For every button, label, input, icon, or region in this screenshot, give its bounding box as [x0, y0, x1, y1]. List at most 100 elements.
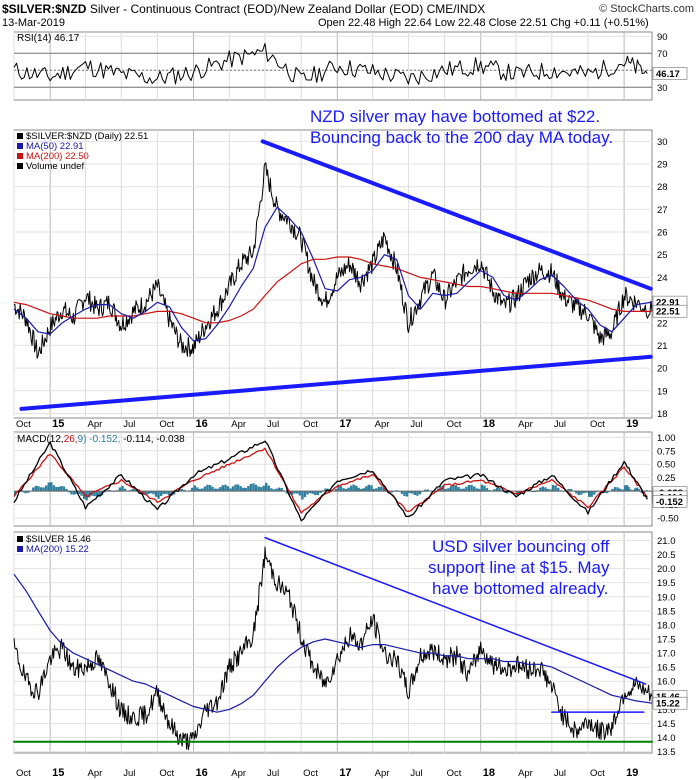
legend-swatch — [17, 143, 23, 149]
macd-histogram-bar — [442, 485, 445, 492]
chart-header-title: $SILVER:$NZD Silver - Continuous Contrac… — [2, 2, 485, 16]
macd-histogram-bar — [62, 486, 66, 492]
macd-histogram-bar — [172, 491, 176, 495]
x-tick-label: Oct — [159, 768, 174, 779]
macd-histogram-bar — [367, 484, 370, 492]
nzd-trendline — [19, 354, 653, 411]
macd-histogram-bar — [347, 487, 350, 492]
nzd-ma50-last: 22.91 — [656, 298, 680, 309]
macd-histogram-bar — [37, 486, 40, 492]
y-tick-label: 90 — [657, 32, 668, 43]
y-tick-label: 0.25 — [657, 473, 676, 484]
macd-histogram-bar — [590, 491, 593, 497]
macd-histogram-bar — [34, 485, 38, 492]
macd-histogram-bar — [316, 491, 320, 496]
macd-histogram-bar — [334, 488, 338, 491]
x-tick-label: 15 — [52, 767, 64, 779]
x-tick-label: 19 — [626, 767, 638, 779]
macd-histogram-bar — [45, 485, 48, 492]
macd-histogram-bar — [131, 489, 134, 492]
y-tick-label: 27 — [657, 205, 668, 216]
macd-histogram-bar — [219, 487, 222, 492]
macd-histogram-bar — [498, 488, 501, 492]
macd-histogram-bar — [342, 488, 345, 492]
nzd-trendline — [260, 139, 653, 291]
macd-histogram-bar — [616, 487, 619, 492]
macd-histogram-bar — [249, 483, 253, 492]
y-tick-label: 17.5 — [657, 634, 676, 645]
macd-histogram-bar — [32, 487, 35, 492]
macd-histogram-bar — [349, 485, 353, 492]
x-tick-label: Apr — [375, 768, 390, 779]
macd-histogram-bar — [625, 485, 629, 492]
macd-histogram-bar — [60, 486, 63, 492]
macd-histogram-bar — [47, 482, 50, 492]
x-tick-label: Oct — [447, 419, 462, 430]
macd-title-part: -0.038 — [154, 434, 186, 445]
macd-histogram-bar — [231, 486, 235, 492]
macd-histogram-bar — [423, 489, 427, 492]
macd-histogram-bar — [196, 487, 199, 492]
macd-histogram-bar — [183, 489, 186, 492]
macd-histogram-bar — [380, 486, 383, 492]
macd-histogram-bar — [65, 489, 68, 492]
macd-histogram-bar — [447, 488, 450, 492]
rsi-line — [13, 43, 648, 85]
macd-histogram-bar — [277, 487, 281, 492]
macd-histogram-bar — [149, 491, 152, 494]
macd-histogram-bar — [632, 490, 635, 492]
macd-histogram-bar — [301, 491, 304, 500]
macd-histogram-bar — [288, 491, 291, 496]
macd-histogram-bar — [624, 485, 627, 491]
macd-histogram-bar — [236, 484, 240, 492]
macd-histogram-bar — [454, 485, 458, 492]
macd-histogram-bar — [577, 491, 580, 496]
macd-histogram-bar — [370, 485, 373, 492]
macd-last-box — [652, 495, 688, 508]
macd-histogram-bar — [98, 491, 101, 498]
x-tick-label: Jul — [554, 768, 566, 779]
x-tick-label: Apr — [231, 768, 246, 779]
macd-histogram-bar — [83, 491, 86, 500]
macd-last: -0.152 — [656, 497, 683, 508]
macd-histogram-bar — [533, 491, 537, 493]
y-tick-label: 20 — [657, 364, 668, 375]
macd-histogram-bar — [191, 487, 194, 491]
usd-annotation-line1: USD silver bouncing off — [432, 537, 610, 556]
y-tick-label: 30 — [657, 137, 668, 148]
nzd-close-last-box — [652, 304, 688, 318]
nzd-legend-entry: $SILVER:$NZD (Daily) 22.51 — [26, 131, 148, 142]
macd-histogram-bar — [470, 484, 473, 492]
x-tick-label: Jul — [123, 419, 135, 430]
macd-histogram-bar — [270, 488, 273, 492]
macd-histogram-bar — [611, 488, 614, 492]
macd-histogram-bar — [121, 485, 124, 492]
macd-histogram-bar — [52, 485, 56, 491]
macd-histogram-bar — [224, 484, 227, 492]
usd-annotation-line3: have bottomed already. — [432, 579, 608, 598]
y-tick-label: 16.0 — [657, 677, 676, 688]
macd-histogram-bar — [157, 491, 160, 499]
macd-title-part: 26, — [64, 434, 78, 445]
x-tick-label: 15 — [52, 418, 64, 430]
macd-histogram-bar — [569, 489, 573, 492]
macd-histogram-bar — [377, 486, 381, 492]
macd-title-part: 9) -0.152, — [78, 434, 121, 445]
macd-histogram-bar — [57, 486, 61, 492]
macd-histogram-bar — [337, 484, 340, 492]
usd-ma200-line — [13, 573, 653, 713]
macd-histogram-bar — [262, 485, 265, 492]
macd-histogram-bar — [478, 488, 481, 491]
macd-histogram-bar — [444, 488, 447, 492]
x-tick-label: Jul — [410, 768, 422, 779]
x-tick-label: Apr — [375, 419, 390, 430]
macd-histogram-bar — [634, 488, 637, 492]
macd-histogram-bar — [637, 488, 640, 492]
macd-title-part: -0.114, — [120, 434, 153, 445]
y-tick-label: 18 — [657, 409, 668, 420]
y-tick-label: 0.50 — [657, 460, 676, 471]
symbol: $SILVER:$NZD — [2, 2, 87, 16]
macd-histogram-bar — [544, 487, 547, 492]
macd-histogram-bar — [355, 485, 358, 492]
